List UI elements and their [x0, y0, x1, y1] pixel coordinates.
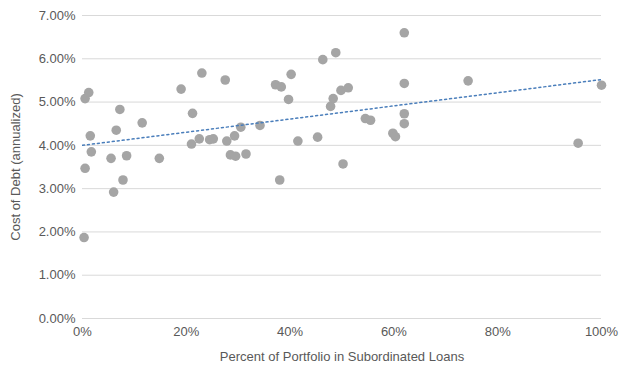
svg-text:0.00%: 0.00%	[39, 311, 76, 326]
svg-text:1.00%: 1.00%	[39, 267, 76, 282]
svg-text:80%: 80%	[485, 324, 511, 339]
svg-text:20%: 20%	[173, 324, 199, 339]
svg-text:4.00%: 4.00%	[39, 138, 76, 153]
svg-text:100%: 100%	[585, 324, 619, 339]
svg-text:40%: 40%	[277, 324, 303, 339]
svg-text:2.00%: 2.00%	[39, 224, 76, 239]
svg-text:Cost of Debt (annualized): Cost of Debt (annualized)	[8, 93, 23, 240]
svg-text:Percent of Portfolio in Subord: Percent of Portfolio in Subordinated Loa…	[220, 349, 465, 364]
svg-text:3.00%: 3.00%	[39, 181, 76, 196]
svg-text:60%: 60%	[381, 324, 407, 339]
svg-text:5.00%: 5.00%	[39, 94, 76, 109]
svg-text:7.00%: 7.00%	[39, 8, 76, 23]
svg-text:0%: 0%	[73, 324, 92, 339]
svg-text:6.00%: 6.00%	[39, 51, 76, 66]
